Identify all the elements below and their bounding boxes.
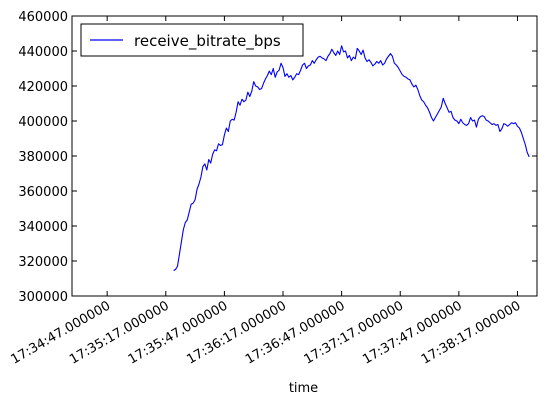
x-tick-label: 17:38:17.000000 xyxy=(419,298,524,367)
x-axis-title: time xyxy=(289,381,318,396)
x-tick-label: 17:36:47.000000 xyxy=(243,298,348,367)
legend-label: receive_bitrate_bps xyxy=(134,32,281,51)
y-tick-label: 300000 xyxy=(18,290,68,305)
y-tick-labels: 300000 320000 340000 360000 380000 400000 4200… xyxy=(18,10,68,305)
y-tick-label: 400000 xyxy=(18,115,68,130)
y-tick-label: 320000 xyxy=(18,255,68,270)
plot-frame xyxy=(71,15,538,297)
y-tick-label: 460000 xyxy=(18,10,68,25)
legend: receive_bitrate_bps xyxy=(80,23,304,57)
y-tick-label: 380000 xyxy=(18,150,68,165)
x-tick-labels: 17:34:47.00000017:35:17.00000017:35:47.0… xyxy=(9,298,524,367)
x-tick-label: 17:34:47.000000 xyxy=(9,298,114,367)
x-tick-label: 17:35:17.000000 xyxy=(67,298,172,367)
x-tick-label: 17:37:47.000000 xyxy=(360,298,465,367)
y-tick-label: 420000 xyxy=(18,80,68,95)
y-tick-label: 360000 xyxy=(18,185,68,200)
y-tick-label: 340000 xyxy=(18,220,68,235)
x-tick-label: 17:35:47.000000 xyxy=(126,298,231,367)
series-line-receive-bitrate xyxy=(173,45,530,272)
y-tick-label: 440000 xyxy=(18,45,68,60)
plot-area xyxy=(72,16,537,296)
x-tick-label: 17:37:17.000000 xyxy=(302,298,407,367)
x-tick-label: 17:36:17.000000 xyxy=(184,298,289,367)
